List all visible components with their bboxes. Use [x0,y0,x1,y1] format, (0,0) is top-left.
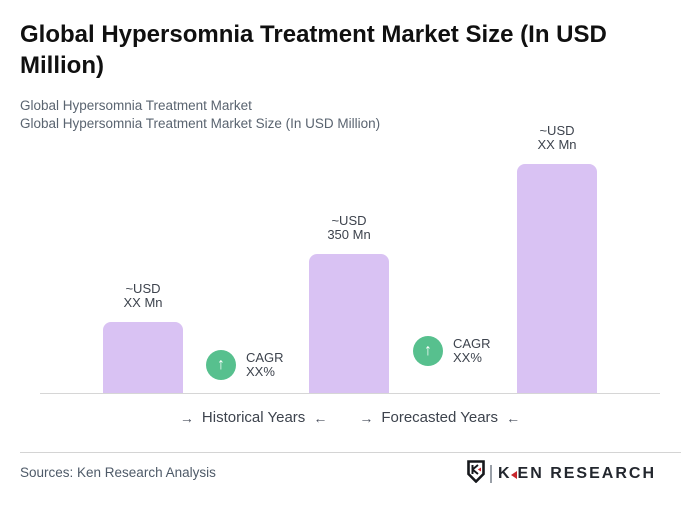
footer-divider [20,452,681,453]
bar-chart-area: ~USD XX Mn ~USD 350 Mn ~USD XX Mn ↑ CAGR… [40,124,660,394]
bar-value-label: ~USD 350 Mn [289,214,409,242]
subtitle-line-1: Global Hypersomnia Treatment Market [20,98,252,113]
logo-divider [489,465,492,483]
forecast-bar [517,164,597,393]
axis-group-label: Historical Years [201,409,306,426]
bar-value-label: ~USD XX Mn [83,282,203,310]
chart-subtitle: Global Hypersomnia Treatment Market Glob… [20,97,380,133]
subtitle-line-2: Global Hypersomnia Treatment Market Size… [20,116,381,131]
cagr-text: CAGR XX% [453,337,491,365]
axis-group-label: Forecasted Years [381,409,499,426]
red-triangle-icon [510,471,517,479]
axis-group-historical: → Historical Years ← [180,409,327,426]
cagr-annotation: ↑ CAGR XX% [413,336,491,366]
right-arrow-icon: → [359,409,374,426]
bar-value-label: ~USD XX Mn [497,124,617,152]
current-year-bar [309,254,389,393]
cagr-text: CAGR XX% [246,351,284,379]
page-title: Global Hypersomnia Treatment Market Size… [20,21,607,79]
up-arrow-icon: ↑ [206,350,236,380]
bar-value-line2: 350 Mn [327,227,371,242]
historical-bar [103,322,183,393]
cagr-value: XX% [453,350,482,365]
bar-value-line1: ~USD [331,213,367,228]
logo-wordmark-k: K [497,465,512,482]
cagr-annotation: ↑ CAGR XX% [206,350,284,380]
logo-wordmark-rest: EN RESEARCH [517,465,656,482]
right-arrow-icon: → [179,409,194,426]
cagr-value: XX% [246,364,275,379]
sources-text: Sources: Ken Research Analysis [20,465,216,480]
bar-value-line2: XX Mn [537,137,577,152]
left-arrow-icon: ← [506,409,521,426]
logo-wordmark: K EN RESEARCH [498,465,656,483]
shield-k-icon [467,460,485,488]
ken-research-logo: K EN RESEARCH [467,460,656,488]
cagr-label: CAGR [246,350,284,365]
axis-group-forecasted: → Forecasted Years ← [359,409,520,426]
up-arrow-icon: ↑ [413,336,443,366]
bar-value-line1: ~USD [539,123,575,138]
bar-value-line1: ~USD [125,281,161,296]
left-arrow-icon: ← [313,409,328,426]
x-axis-group-labels: → Historical Years ← → Forecasted Years … [0,409,700,426]
bar-value-line2: XX Mn [123,295,163,310]
cagr-label: CAGR [453,336,491,351]
